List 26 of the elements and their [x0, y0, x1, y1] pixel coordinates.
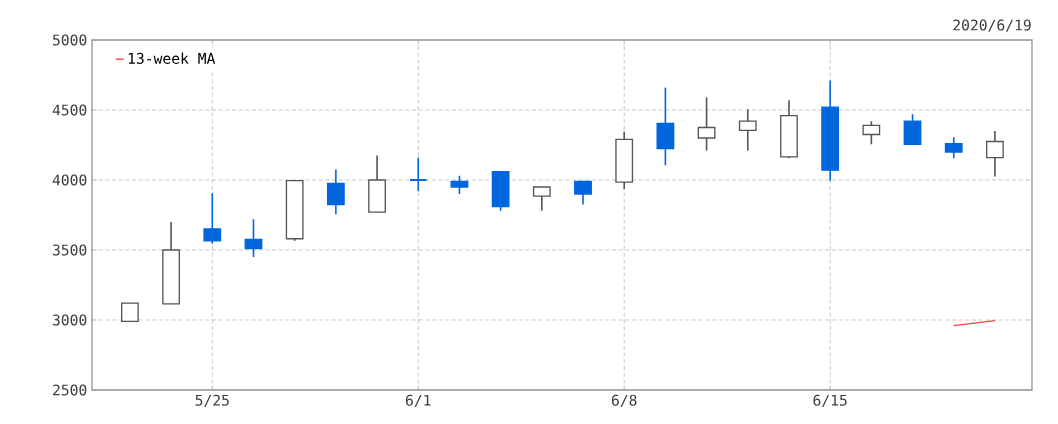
candlestick — [244, 218, 263, 258]
candlestick — [986, 130, 1004, 178]
x-tick-label: 6/8 — [611, 394, 637, 407]
candlestick — [862, 120, 881, 146]
candlestick — [738, 108, 757, 152]
x-tick-label: 5/25 — [195, 394, 229, 407]
x-tick-label: 6/15 — [813, 394, 847, 407]
y-tick-label: 2500 — [53, 384, 87, 396]
y-tick-label: 3500 — [52, 244, 87, 256]
text: 2020/6/19 — [953, 19, 1031, 32]
candlestick — [203, 192, 222, 245]
candlestick — [121, 302, 139, 323]
candlestick — [903, 113, 922, 146]
candlestick — [450, 174, 469, 195]
y-tick-label: 4000 — [52, 174, 87, 186]
y-tick-label: 4500 — [52, 104, 87, 116]
candlestick — [697, 96, 716, 152]
candlestick — [944, 136, 963, 160]
candlestick — [532, 186, 551, 212]
x-tick-label: 6/1 — [405, 394, 431, 407]
candlestick — [574, 180, 592, 206]
y-tick-label: 3000 — [52, 314, 87, 326]
candlestick — [326, 168, 345, 216]
candlestick — [409, 156, 428, 192]
legend-label: 13-week MA — [128, 52, 216, 64]
y-tick-label: 5000 — [53, 34, 87, 46]
